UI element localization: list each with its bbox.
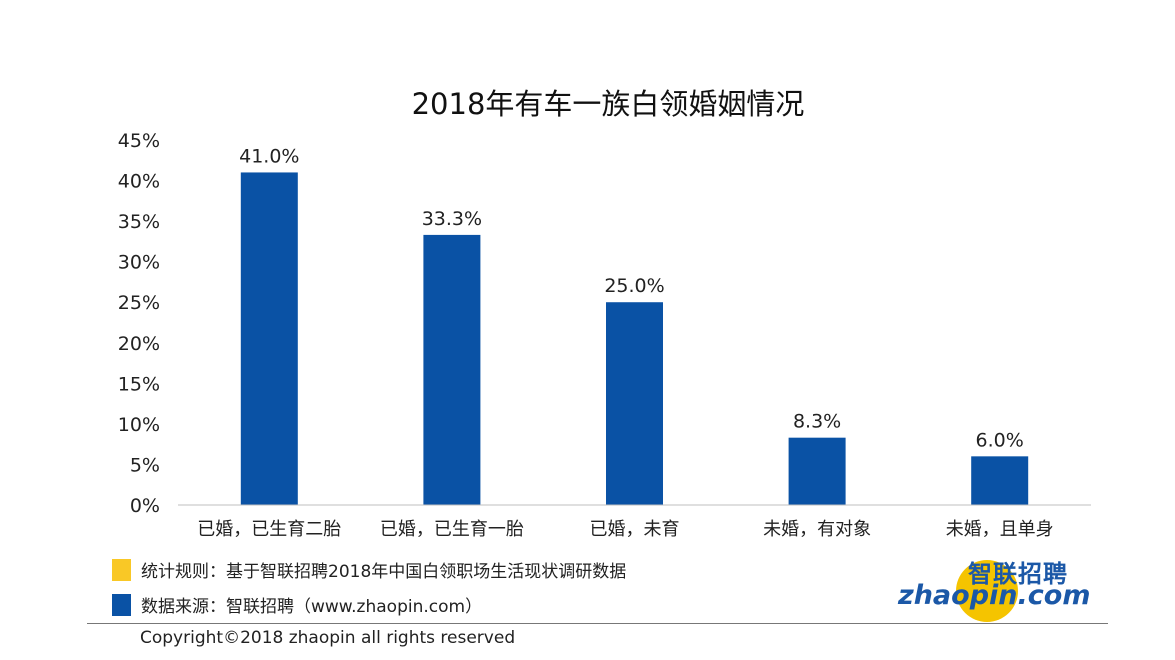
y-tick-label: 0%: [130, 495, 160, 517]
x-tick-label: 未婚，且单身: [946, 519, 1054, 540]
y-axis: 0% 5% 10% 15% 20% 25% 30% 35% 40% 45%: [118, 130, 160, 517]
footer-divider: [87, 623, 1108, 624]
x-tick-label: 已婚，已生育二胎: [197, 519, 341, 540]
logo-chinese-text: 智联招聘: [968, 560, 1068, 588]
y-tick-label: 30%: [118, 252, 160, 274]
y-tick-label: 10%: [118, 414, 160, 436]
legend-item-source: 数据来源：智联招聘（www.zhaopin.com）: [112, 592, 482, 617]
x-tick-label: 已婚，已生育一胎: [380, 519, 524, 540]
bars: 41.0% 33.3% 25.0% 8.3% 6.0%: [239, 145, 1029, 505]
bar: [606, 302, 663, 505]
x-axis: 已婚，已生育二胎 已婚，已生育一胎 已婚，未育 未婚，有对象 未婚，且单身: [178, 504, 1091, 540]
logo-circle: [956, 560, 1018, 622]
legend-label: 统计规则：基于智联招聘2018年中国白领职场生活现状调研数据: [141, 562, 627, 582]
bar: [240, 172, 298, 505]
zhaopin-logo: 智联招聘 zhaopin.com: [898, 554, 1091, 624]
legend-swatch-yellow: [112, 558, 131, 581]
legend-swatch-blue: [112, 593, 131, 616]
x-tick-label: 未婚，有对象: [763, 519, 871, 540]
data-label: 33.3%: [422, 208, 482, 230]
bar: [971, 456, 1029, 505]
bar: [423, 234, 481, 505]
legend-item-rule: 统计规则：基于智联招聘2018年中国白领职场生活现状调研数据: [112, 557, 626, 582]
copyright-text: Copyright©2018 zhaopin all rights reserv…: [140, 628, 516, 648]
y-tick-label: 5%: [130, 454, 160, 476]
data-label: 6.0%: [976, 429, 1024, 451]
y-tick-label: 45%: [118, 130, 160, 152]
y-tick-label: 20%: [118, 333, 160, 355]
x-tick-label: 已婚，未育: [590, 519, 680, 540]
y-tick-label: 15%: [118, 373, 160, 395]
bar: [788, 437, 846, 505]
legend-label: 数据来源：智联招聘（www.zhaopin.com）: [141, 597, 483, 617]
chart-title: 2018年有车一族白领婚姻情况: [412, 87, 805, 121]
y-tick-label: 25%: [118, 292, 160, 314]
y-tick-label: 35%: [118, 211, 160, 233]
data-label: 8.3%: [793, 411, 841, 433]
y-tick-label: 40%: [118, 171, 160, 193]
bar-chart: 2018年有车一族白领婚姻情况 0% 5% 10% 15% 20% 25% 30% 35% 40…: [118, 87, 1091, 540]
data-label: 25.0%: [604, 275, 664, 297]
data-label: 41.0%: [239, 145, 299, 167]
logo-english-text: zhaopin.com: [898, 580, 1091, 611]
